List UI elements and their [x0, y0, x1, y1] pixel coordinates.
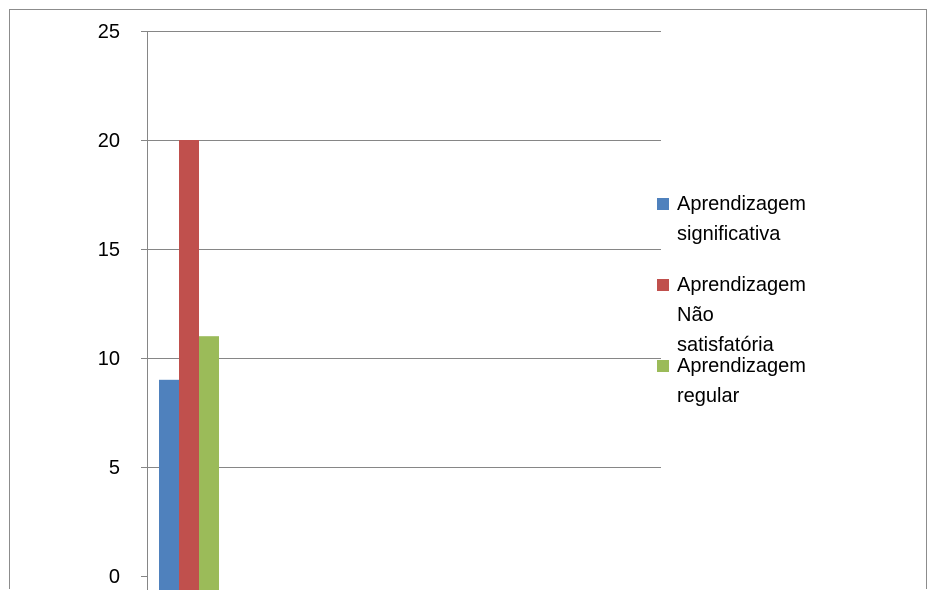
legend-swatch-red [657, 279, 669, 291]
legend-swatch-blue [657, 198, 669, 210]
legend-swatch-green [657, 360, 669, 372]
bars [159, 140, 219, 590]
gridlines [141, 31, 661, 468]
bar-2 [179, 140, 199, 590]
legend-label-nao-satisfatoria: Aprendizagem Não satisfatória [677, 274, 818, 356]
y-axis: 0 5 10 15 20 25 [98, 21, 148, 590]
y-tick-label: 20 [98, 130, 120, 152]
legend-label-significativa: Aprendizagem significativa [677, 193, 806, 245]
bar-3 [199, 336, 219, 590]
y-tick-label: 25 [98, 21, 120, 43]
chart-frame: 0 5 10 15 20 25 Aprendizagem significativa Apr… [9, 9, 927, 590]
legend-label-regular: Aprendizagem regular [677, 355, 812, 407]
y-tick-label: 0 [109, 566, 120, 588]
bar-chart: 0 5 10 15 20 25 [98, 21, 661, 590]
bar-1 [159, 379, 179, 590]
y-tick-label: 15 [98, 239, 120, 261]
y-tick-label: 10 [98, 348, 120, 370]
y-tick-label: 5 [109, 457, 120, 479]
